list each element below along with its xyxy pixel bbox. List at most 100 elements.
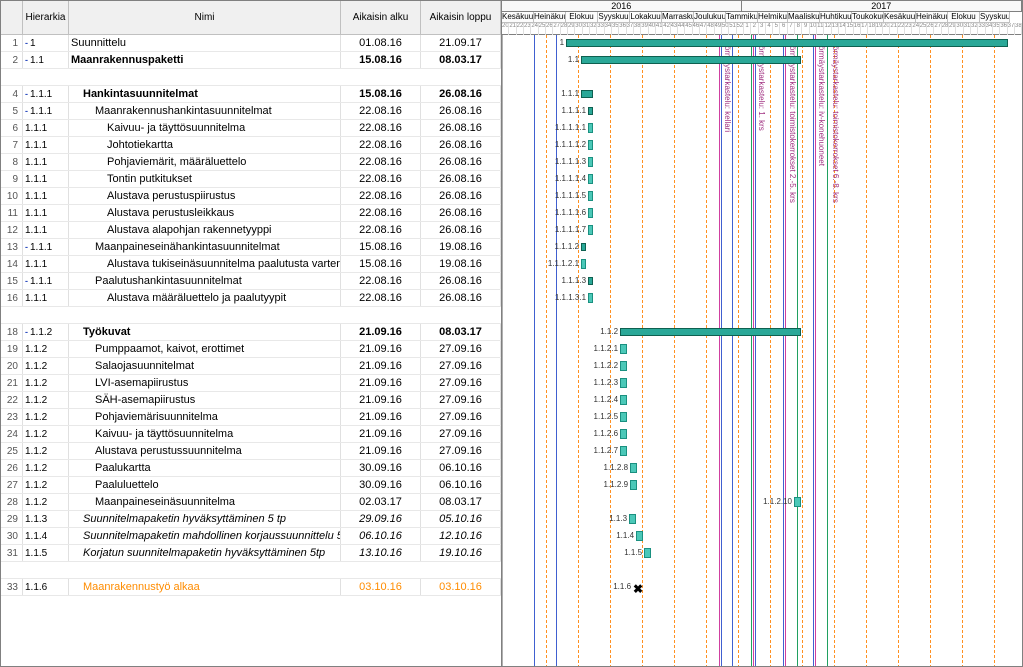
gantt-bar[interactable]	[620, 446, 627, 456]
gantt-bar[interactable]	[588, 191, 593, 201]
week-cell: 13	[832, 23, 839, 35]
gantt-bar[interactable]	[588, 293, 593, 303]
table-row[interactable]: 61.1.1Kaivuu- ja täyttösuunnitelma22.08.…	[1, 120, 501, 137]
table-row[interactable]: 2-1.1Maanrakennuspaketti15.08.1608.03.17	[1, 52, 501, 69]
table-row[interactable]: 101.1.1Alustava perustuspiirustus22.08.1…	[1, 188, 501, 205]
row-end: 19.10.16	[421, 545, 501, 561]
table-row[interactable]	[1, 69, 501, 86]
table-row[interactable]: 81.1.1Pohjaviemärit, määräluettelo22.08.…	[1, 154, 501, 171]
milestone-icon[interactable]: ✖	[633, 582, 643, 596]
row-name: Pohjaviemärisuunnitelma	[69, 409, 341, 425]
month-cell: Helmikuu	[758, 12, 788, 23]
table-row[interactable]: 4-1.1.1Hankintasuunnitelmat15.08.1626.08…	[1, 86, 501, 103]
collapse-icon[interactable]: -	[25, 106, 28, 116]
table-row[interactable]: 251.1.2Alustava perustussuunnitelma21.09…	[1, 443, 501, 460]
table-row[interactable]: 1-1Suunnittelu01.08.1621.09.17	[1, 35, 501, 52]
collapse-icon[interactable]: -	[25, 327, 28, 337]
gantt-area[interactable]: Törmäystarkastelu: kellariTörmäystarkast…	[502, 35, 1022, 666]
gantt-bar[interactable]	[588, 208, 593, 218]
table-row[interactable]: 211.1.2LVI-asemapiirustus21.09.1627.09.1…	[1, 375, 501, 392]
gantt-bar[interactable]	[588, 157, 593, 167]
table-row[interactable]: 331.1.6Maanrakennustyö alkaa03.10.1603.1…	[1, 579, 501, 596]
header-name[interactable]: Nimi	[69, 1, 341, 34]
header-hier[interactable]: Hierarkia	[23, 1, 69, 34]
row-hier: 1.1.2	[23, 477, 69, 493]
collapse-icon[interactable]: -	[25, 38, 28, 48]
gantt-bar[interactable]	[620, 344, 627, 354]
header-start[interactable]: Aikaisin alku	[341, 1, 421, 34]
gantt-bar[interactable]	[620, 361, 627, 371]
gantt-bar[interactable]	[588, 123, 593, 133]
gantt-bar[interactable]	[620, 395, 627, 405]
row-name: Maanrakennustyö alkaa	[69, 579, 341, 595]
header-end[interactable]: Aikaisin loppu	[421, 1, 501, 34]
gantt-bar[interactable]	[630, 480, 637, 490]
week-cell: 43	[671, 23, 678, 35]
gantt-bar[interactable]	[620, 378, 627, 388]
gantt-bar[interactable]	[588, 225, 593, 235]
gantt-bar[interactable]	[644, 548, 651, 558]
gantt-bar[interactable]	[629, 514, 636, 524]
table-row[interactable]: 311.1.5Korjatun suunnitelmapaketin hyväk…	[1, 545, 501, 562]
table-row[interactable]	[1, 562, 501, 579]
week-cell: 35	[612, 23, 619, 35]
table-row[interactable]: 281.1.2Maanpaineseinäsuunnitelma02.03.17…	[1, 494, 501, 511]
week-cell: 30	[575, 23, 582, 35]
table-row[interactable]: 221.1.2SÄH-asemapiirustus21.09.1627.09.1…	[1, 392, 501, 409]
table-row[interactable]: 161.1.1Alustava määräluettelo ja paaluty…	[1, 290, 501, 307]
row-hier: 1.1.6	[23, 579, 69, 595]
row-start: 22.08.16	[341, 120, 421, 136]
table-row[interactable]: 71.1.1Johtotiekartta22.08.1626.08.16	[1, 137, 501, 154]
gantt-bar[interactable]	[588, 277, 593, 285]
table-row[interactable]: 231.1.2Pohjaviemärisuunnitelma21.09.1627…	[1, 409, 501, 426]
table-row[interactable]: 111.1.1Alustava perustusleikkaus22.08.16…	[1, 205, 501, 222]
week-cell: 28	[561, 23, 568, 35]
row-name: Paalukartta	[69, 460, 341, 476]
gantt-bar[interactable]	[794, 497, 801, 507]
table-row[interactable]: 261.1.2Paalukartta30.09.1606.10.16	[1, 460, 501, 477]
table-row[interactable]: 121.1.1Alustava alapohjan rakennetyyppi2…	[1, 222, 501, 239]
row-num: 9	[1, 171, 23, 187]
table-row[interactable]: 15-1.1.1Paalutushankintasuunnitelmat22.0…	[1, 273, 501, 290]
gantt-bar[interactable]	[620, 429, 627, 439]
table-row[interactable]	[1, 307, 501, 324]
collapse-icon[interactable]: -	[25, 242, 28, 252]
table-row[interactable]: 291.1.3Suunnitelmapaketin hyväksyttämine…	[1, 511, 501, 528]
row-end: 19.08.16	[421, 239, 501, 255]
header-num	[1, 1, 23, 34]
gantt-bar[interactable]	[581, 56, 801, 64]
row-hier: -1.1.1	[23, 239, 69, 255]
table-row[interactable]: 191.1.2Pumppaamot, kaivot, erottimet21.0…	[1, 341, 501, 358]
row-name: Kaivuu- ja täyttösuunnitelma	[69, 120, 341, 136]
table-row[interactable]: 301.1.4Suunnitelmapaketin mahdollinen ko…	[1, 528, 501, 545]
gantt-bar[interactable]	[636, 531, 643, 541]
gantt-bar[interactable]	[588, 174, 593, 184]
gantt-bar[interactable]	[581, 243, 586, 251]
gantt-bar[interactable]	[581, 259, 586, 269]
gantt-bar[interactable]	[588, 140, 593, 150]
row-num: 29	[1, 511, 23, 527]
gantt-bar[interactable]	[588, 107, 593, 115]
row-name: Alustava alapohjan rakennetyyppi	[69, 222, 341, 238]
row-name: Maanpaineseinähankintasuunnitelmat	[69, 239, 341, 255]
gantt-bar[interactable]	[581, 90, 593, 98]
table-header: Hierarkia Nimi Aikaisin alku Aikaisin lo…	[1, 1, 501, 35]
table-row[interactable]: 201.1.2Salaojasuunnitelmat21.09.1627.09.…	[1, 358, 501, 375]
row-end: 06.10.16	[421, 477, 501, 493]
gantt-bar[interactable]	[630, 463, 637, 473]
table-row[interactable]: 141.1.1Alustava tukiseinäsuunnitelma paa…	[1, 256, 501, 273]
table-row[interactable]: 241.1.2Kaivuu- ja täyttösuunnitelma21.09…	[1, 426, 501, 443]
table-row[interactable]: 18-1.1.2Työkuvat21.09.1608.03.17	[1, 324, 501, 341]
row-start: 15.08.16	[341, 256, 421, 272]
table-row[interactable]: 13-1.1.1Maanpaineseinähankintasuunnitelm…	[1, 239, 501, 256]
table-row[interactable]: 91.1.1Tontin putkitukset22.08.1626.08.16	[1, 171, 501, 188]
gantt-bar[interactable]	[620, 328, 801, 336]
collapse-icon[interactable]: -	[25, 276, 28, 286]
collapse-icon[interactable]: -	[25, 55, 28, 65]
gantt-bar[interactable]	[566, 39, 1008, 47]
table-row[interactable]: 5-1.1.1Maanrakennushankintasuunnitelmat2…	[1, 103, 501, 120]
gantt-bar[interactable]	[620, 412, 627, 422]
row-start: 21.09.16	[341, 375, 421, 391]
table-row[interactable]: 271.1.2Paaluluettelo30.09.1606.10.16	[1, 477, 501, 494]
collapse-icon[interactable]: -	[25, 89, 28, 99]
